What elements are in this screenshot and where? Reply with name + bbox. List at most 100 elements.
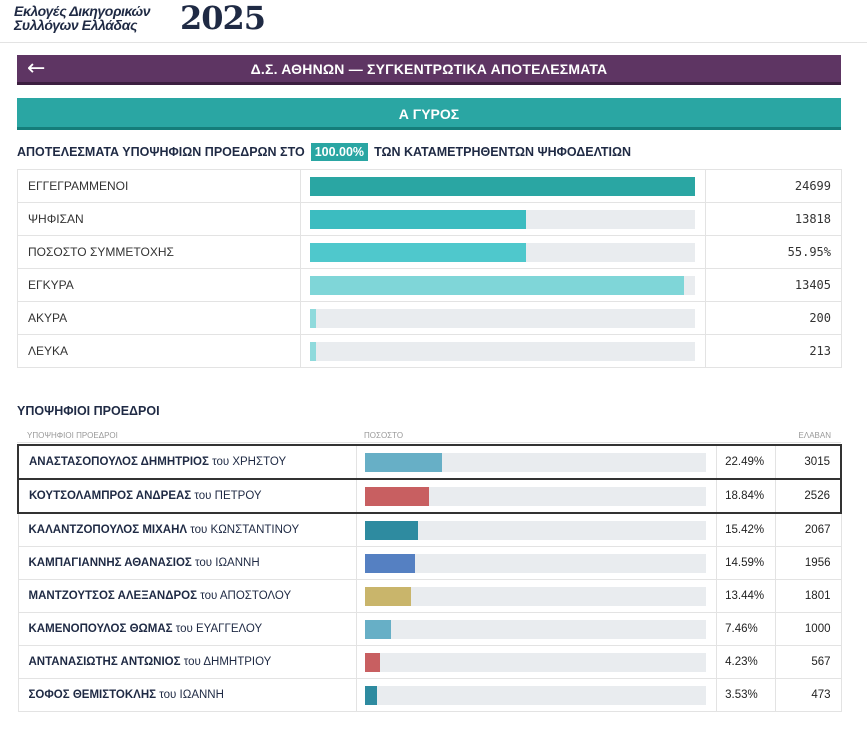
candidate-bar-track — [365, 453, 707, 472]
col-header-percent: ΠΟΣΟΣΤΟ — [364, 431, 404, 440]
candidate-bar-track — [365, 686, 707, 705]
stat-bar-track — [310, 243, 696, 262]
candidate-name-cell: ΣΟΦΟΣ ΘΕΜΙΣΤΟΚΛΗΣ του ΙΩΑΝΝΗ — [17, 678, 358, 712]
stats-row: ΑΚΥΡΑ 200 — [16, 301, 842, 335]
candidate-percent: 18.84% — [716, 478, 777, 514]
page-title: Δ.Σ. ΑΘΗΝΩΝ — ΣΥΓΚΕΝΤΡΩΤΙΚΑ ΑΠΟΤΕΛΕΣΜΑΤΑ — [250, 61, 608, 77]
candidate-name-cell: ΑΝΑΣΤΑΣΟΠΟΥΛΟΣ ΔΗΜΗΤΡΙΟΣ του ΧΡΗΣΤΟΥ — [17, 444, 358, 480]
page-title-bar: ← Δ.Σ. ΑΘΗΝΩΝ — ΣΥΓΚΕΝΤΡΩΤΙΚΑ ΑΠΟΤΕΛΕΣΜΑ… — [17, 55, 841, 85]
candidate-bar-cell — [356, 512, 718, 547]
stat-label: ΠΟΣΟΣΤΟ ΣΥΜΜΕΤΟΧΗΣ — [16, 235, 302, 269]
col-header-candidates: ΥΠΟΨΗΦΙΟΙ ΠΡΟΕΔΡΟΙ — [27, 431, 118, 440]
counted-percent-badge: 100.00% — [310, 143, 369, 161]
candidate-bar-track — [365, 554, 707, 573]
logo-line-2: Συλλόγων Ελλάδας — [14, 17, 138, 33]
candidate-row[interactable]: ΚΑΜΕΝΟΠΟΥΛΟΣ ΘΩΜΑΣ του ΕΥΑΓΓΕΛΟΥ 7.46% 100… — [17, 612, 842, 646]
stat-bar-cell — [300, 235, 707, 269]
candidate-percent: 3.53% — [716, 678, 777, 712]
candidate-bar-cell — [356, 579, 718, 613]
candidate-percent: 15.42% — [716, 512, 777, 547]
stat-bar-track — [310, 276, 696, 295]
stat-bar-cell — [300, 268, 707, 302]
candidate-bar-cell — [356, 444, 718, 480]
candidate-votes: 1000 — [775, 612, 842, 646]
candidate-bar-cell — [356, 678, 718, 712]
stat-label: ΕΓΚΥΡΑ — [16, 268, 302, 302]
stat-label: ΕΓΓΕΓΡΑΜΜΕΝΟΙ — [16, 169, 302, 203]
logo-year[interactable]: 2025 — [180, 0, 266, 37]
candidate-name: ΚΑΛΑΝΤΖΟΠΟΥΛΟΣ ΜΙΧΑΗΛ — [28, 524, 188, 536]
candidate-name: ΑΝΤΑΝΑΣΙΩΤΗΣ ΑΝΤΩΝΙΟΣ — [28, 656, 181, 668]
candidate-name-cell: ΜΑΝΤΖΟΥΤΣΟΣ ΑΛΕΞΑΝΔΡΟΣ του ΑΠΟΣΤΟΛΟΥ — [17, 579, 358, 613]
candidate-patronymic: του ΔΗΜΗΤΡΙΟΥ — [183, 656, 272, 668]
stat-value: 24699 — [705, 169, 842, 203]
candidate-bar-fill — [365, 521, 418, 540]
site-logo[interactable]: Εκλογές Δικηγορικών Συλλόγων Ελλάδας — [14, 3, 151, 33]
candidate-patronymic: του ΙΩΑΝΝΗ — [195, 557, 260, 569]
stat-value: 13818 — [705, 202, 842, 236]
stat-value: 55.95% — [705, 235, 842, 269]
candidate-votes: 2067 — [775, 512, 842, 547]
stat-bar-fill — [310, 177, 696, 196]
candidate-row[interactable]: ΑΝΑΣΤΑΣΟΠΟΥΛΟΣ ΔΗΜΗΤΡΙΟΣ του ΧΡΗΣΤΟΥ 22.4… — [17, 444, 843, 480]
candidates-table: ΑΝΑΣΤΑΣΟΠΟΥΛΟΣ ΔΗΜΗΤΡΙΟΣ του ΧΡΗΣΤΟΥ 22.4… — [17, 444, 843, 712]
candidate-bar-track — [365, 587, 707, 606]
round-header: Α ΓΥΡΟΣ — [17, 98, 841, 130]
candidate-votes: 1956 — [775, 546, 842, 580]
candidate-row[interactable]: ΚΑΛΑΝΤΖΟΠΟΥΛΟΣ ΜΙΧΑΗΛ του ΚΩΝΣΤΑΝΤΙΝΟΥ 15… — [17, 512, 842, 547]
candidate-name: ΣΟΦΟΣ ΘΕΜΙΣΤΟΚΛΗΣ — [28, 689, 157, 701]
candidate-name-cell: ΚΑΛΑΝΤΖΟΠΟΥΛΟΣ ΜΙΧΑΗΛ του ΚΩΝΣΤΑΝΤΙΝΟΥ — [17, 512, 358, 547]
candidate-percent: 7.46% — [716, 612, 777, 646]
candidate-bar-cell — [356, 612, 718, 646]
summary-prefix: ΑΠΟΤΕΛΕΣΜΑΤΑ ΥΠΟΨΗΦΙΩΝ ΠΡΟΕΔΡΩΝ ΣΤΟ — [17, 145, 305, 159]
arrow-left-icon[interactable]: ← — [27, 56, 46, 81]
candidate-name: ΑΝΑΣΤΑΣΟΠΟΥΛΟΣ ΔΗΜΗΤΡΙΟΣ — [29, 456, 209, 468]
candidate-patronymic: του ΙΩΑΝΝΗ — [159, 689, 224, 701]
candidate-name-cell: ΑΝΤΑΝΑΣΙΩΤΗΣ ΑΝΤΩΝΙΟΣ του ΔΗΜΗΤΡΙΟΥ — [17, 645, 358, 679]
candidate-patronymic: του ΚΩΝΣΤΑΝΤΙΝΟΥ — [190, 524, 300, 536]
candidate-bar-fill — [365, 620, 391, 639]
candidate-bar-fill — [365, 487, 430, 506]
candidates-section-title: ΥΠΟΨΗΦΙΟΙ ΠΡΟΕΔΡΟΙ — [17, 404, 160, 418]
stats-row: ΕΓΚΥΡΑ 13405 — [16, 268, 842, 302]
candidate-patronymic: του ΑΠΟΣΤΟΛΟΥ — [200, 590, 292, 602]
candidate-name: ΚΑΜΕΝΟΠΟΥΛΟΣ ΘΩΜΑΣ — [28, 623, 173, 635]
stat-bar-track — [310, 210, 696, 229]
stats-row: ΨΗΦΙΣΑΝ 13818 — [16, 202, 842, 236]
col-header-votes: ΕΛΑΒΑΝ — [798, 431, 831, 440]
candidate-patronymic: του ΕΥΑΓΓΕΛΟΥ — [175, 623, 263, 635]
stat-bar-track — [310, 342, 696, 361]
candidate-bar-fill — [365, 453, 442, 472]
stat-value: 213 — [705, 334, 842, 368]
candidate-bar-fill — [365, 653, 380, 672]
stat-bar-track — [310, 309, 696, 328]
candidate-row[interactable]: ΚΑΜΠΑΓΙΑΝΝΗΣ ΑΘΑΝΑΣΙΟΣ του ΙΩΑΝΝΗ 14.59% 1… — [17, 546, 842, 580]
candidate-votes: 1801 — [775, 579, 842, 613]
candidate-bar-track — [365, 620, 707, 639]
logo-line-1: Εκλογές Δικηγορικών — [14, 3, 151, 19]
summary-suffix: ΤΩΝ ΚΑΤΑΜΕΤΡΗΘΕΝΤΩΝ ΨΗΦΟΔΕΛΤΙΩΝ — [374, 145, 632, 159]
candidate-row[interactable]: ΣΟΦΟΣ ΘΕΜΙΣΤΟΚΛΗΣ του ΙΩΑΝΝΗ 3.53% 473 — [17, 678, 842, 712]
candidate-name: ΚΑΜΠΑΓΙΑΝΝΗΣ ΑΘΑΝΑΣΙΟΣ — [28, 557, 192, 569]
stat-bar-cell — [300, 202, 707, 236]
candidate-row[interactable]: ΜΑΝΤΖΟΥΤΣΟΣ ΑΛΕΞΑΝΔΡΟΣ του ΑΠΟΣΤΟΛΟΥ 13.4… — [17, 579, 842, 613]
candidate-bar-track — [365, 487, 707, 506]
candidate-name-cell: ΚΟΥΤΣΟΛΑΜΠΡΟΣ ΑΝΔΡΕΑΣ του ΠΕΤΡΟΥ — [17, 478, 358, 514]
candidate-row[interactable]: ΚΟΥΤΣΟΛΑΜΠΡΟΣ ΑΝΔΡΕΑΣ του ΠΕΤΡΟΥ 18.84% 25… — [17, 478, 843, 514]
stat-bar-cell — [300, 169, 707, 203]
candidate-votes: 3015 — [775, 444, 843, 480]
stat-bar-cell — [300, 334, 707, 368]
candidate-bar-fill — [365, 554, 415, 573]
stats-row: ΛΕΥΚΑ 213 — [16, 334, 842, 368]
candidate-votes: 473 — [775, 678, 842, 712]
candidate-bar-fill — [365, 587, 412, 606]
candidate-bar-cell — [356, 478, 718, 514]
stat-bar-fill — [310, 210, 526, 229]
candidate-votes: 567 — [775, 645, 842, 679]
candidate-name-cell: ΚΑΜΠΑΓΙΑΝΝΗΣ ΑΘΑΝΑΣΙΟΣ του ΙΩΑΝΝΗ — [17, 546, 358, 580]
stat-bar-cell — [300, 301, 707, 335]
stats-row: ΠΟΣΟΣΤΟ ΣΥΜΜΕΤΟΧΗΣ 55.95% — [16, 235, 842, 269]
stat-bar-fill — [310, 276, 684, 295]
stat-value: 13405 — [705, 268, 842, 302]
candidate-row[interactable]: ΑΝΤΑΝΑΣΙΩΤΗΣ ΑΝΤΩΝΙΟΣ του ΔΗΜΗΤΡΙΟΥ 4.23%… — [17, 645, 842, 679]
